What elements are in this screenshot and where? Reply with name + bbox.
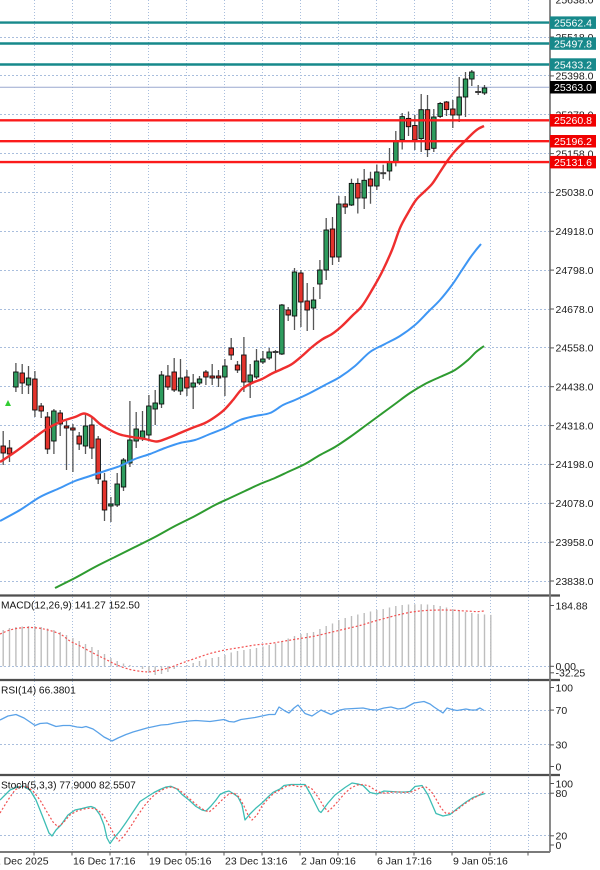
svg-text:6 Jan 17:16: 6 Jan 17:16 xyxy=(377,856,432,868)
svg-text:24438.0: 24438.0 xyxy=(556,382,594,394)
svg-text:100: 100 xyxy=(556,682,574,694)
svg-text:24678.0: 24678.0 xyxy=(556,304,594,316)
svg-text:0.00: 0.00 xyxy=(556,661,577,673)
svg-text:24918.0: 24918.0 xyxy=(556,226,594,238)
svg-text:12 Dec 2025: 12 Dec 2025 xyxy=(0,856,49,868)
svg-text:25131.6: 25131.6 xyxy=(554,157,592,169)
svg-text:Stoch(5,3,3) 77.9000 82.5507: Stoch(5,3,3) 77.9000 82.5507 xyxy=(1,781,136,792)
svg-text:23 Dec 13:16: 23 Dec 13:16 xyxy=(225,856,288,868)
svg-text:RSI(14) 66.3801: RSI(14) 66.3801 xyxy=(1,686,76,697)
svg-text:23958.0: 23958.0 xyxy=(556,537,594,549)
svg-text:24198.0: 24198.0 xyxy=(556,459,594,471)
svg-text:184.88: 184.88 xyxy=(556,600,588,612)
svg-text:25363.0: 25363.0 xyxy=(554,82,592,94)
svg-text:25497.8: 25497.8 xyxy=(554,38,592,50)
svg-text:-32.25: -32.25 xyxy=(556,668,586,680)
svg-text:25398.0: 25398.0 xyxy=(556,71,594,83)
svg-text:20: 20 xyxy=(556,831,568,843)
svg-text:24078.0: 24078.0 xyxy=(556,498,594,510)
svg-text:9 Jan 05:16: 9 Jan 05:16 xyxy=(453,856,508,868)
svg-text:25038.0: 25038.0 xyxy=(556,187,594,199)
svg-text:19 Dec 05:16: 19 Dec 05:16 xyxy=(149,856,212,868)
svg-text:25433.2: 25433.2 xyxy=(554,59,592,71)
svg-text:24558.0: 24558.0 xyxy=(556,343,594,355)
svg-text:80: 80 xyxy=(556,788,568,800)
svg-text:2 Jan 09:16: 2 Jan 09:16 xyxy=(301,856,356,868)
svg-text:70: 70 xyxy=(556,705,568,717)
svg-text:0: 0 xyxy=(556,761,562,773)
svg-text:MACD(12,26,9) 141.27 152.50: MACD(12,26,9) 141.27 152.50 xyxy=(1,601,140,612)
svg-text:30: 30 xyxy=(556,740,568,752)
svg-text:0: 0 xyxy=(556,840,562,852)
svg-text:25638.0: 25638.0 xyxy=(556,0,594,6)
svg-text:24318.0: 24318.0 xyxy=(556,420,594,432)
svg-text:25562.4: 25562.4 xyxy=(554,18,592,30)
svg-text:100: 100 xyxy=(556,778,574,790)
svg-text:23838.0: 23838.0 xyxy=(556,576,594,588)
svg-text:25260.8: 25260.8 xyxy=(554,115,592,127)
svg-text:16 Dec 17:16: 16 Dec 17:16 xyxy=(73,856,136,868)
svg-text:25196.2: 25196.2 xyxy=(554,136,592,148)
svg-text:24798.0: 24798.0 xyxy=(556,265,594,277)
